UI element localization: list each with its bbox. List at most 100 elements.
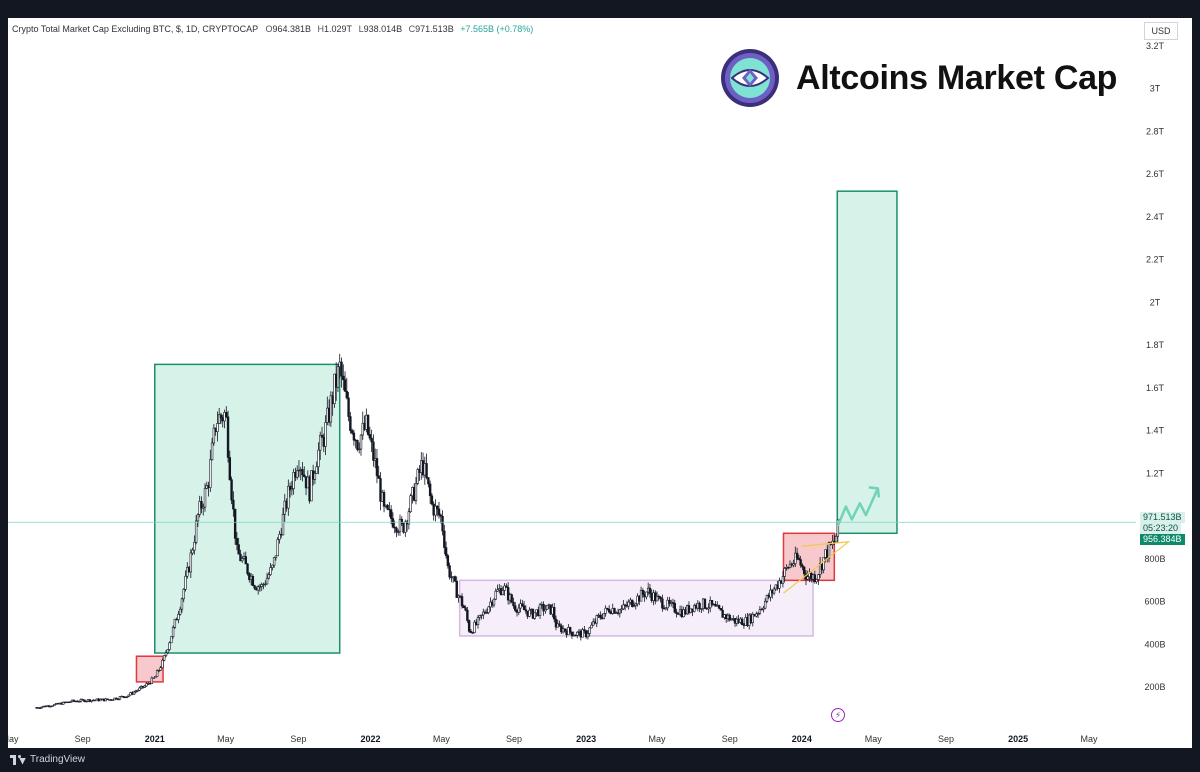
candle-body xyxy=(751,613,754,623)
candle-body xyxy=(111,699,115,701)
candle-body xyxy=(799,559,802,566)
candle-body xyxy=(271,564,274,568)
candle-body xyxy=(639,590,643,602)
candle-body xyxy=(441,515,444,532)
candle-body xyxy=(350,430,354,434)
candle-body xyxy=(599,614,602,618)
candle-body xyxy=(295,470,299,478)
x-tick-label: Sep xyxy=(290,734,306,744)
candle-body xyxy=(427,477,430,485)
candle-body xyxy=(517,607,520,613)
candle-body xyxy=(118,696,122,700)
candle-body xyxy=(265,577,269,585)
candle-body xyxy=(106,698,109,700)
candle-body xyxy=(232,499,235,510)
candle-body xyxy=(453,576,457,582)
candle-body xyxy=(301,469,304,476)
candle-body xyxy=(389,509,393,519)
candle-body xyxy=(377,475,380,479)
candle-body xyxy=(132,691,136,695)
green-target-zone-0 xyxy=(154,363,341,654)
candle-body xyxy=(576,631,579,636)
candle-body xyxy=(778,580,781,589)
candle-body xyxy=(253,585,256,589)
y-tick-label: 1.2T xyxy=(1146,468,1165,478)
candle-body xyxy=(460,596,464,607)
candle-body xyxy=(303,474,306,477)
x-tick-label: 2023 xyxy=(576,734,596,744)
candle-body xyxy=(177,613,180,620)
candle-body xyxy=(473,621,476,633)
low-label: L xyxy=(358,24,364,34)
y-axis: 200B400B600B800B1T1.2T1.4T1.6T1.8T2T2.2T… xyxy=(1144,41,1165,692)
x-tick-label: May xyxy=(649,734,667,744)
y-tick-label: 800B xyxy=(1144,554,1165,564)
candle-body xyxy=(806,576,809,580)
y-tick-label: 1.8T xyxy=(1146,340,1165,350)
candle-body xyxy=(281,514,285,536)
candle-body xyxy=(607,608,611,613)
candle-body xyxy=(159,667,162,671)
candle-body xyxy=(581,629,584,638)
candle-body xyxy=(329,395,333,423)
y-tick-label: 2.6T xyxy=(1146,169,1165,179)
candle-body xyxy=(342,375,345,381)
candle-body xyxy=(125,696,129,698)
candle-body xyxy=(202,506,205,509)
candle-body xyxy=(496,589,499,592)
candle-body xyxy=(755,613,758,617)
candle-body xyxy=(287,485,290,509)
candle-body xyxy=(558,623,561,627)
zones-layer xyxy=(135,190,898,683)
candle-body xyxy=(583,629,586,632)
candle-body xyxy=(278,533,281,540)
candle-body xyxy=(164,652,168,656)
candle-body xyxy=(260,584,263,587)
candle-body xyxy=(93,699,97,702)
candle-body xyxy=(246,563,249,574)
candle-body xyxy=(487,606,490,613)
candle-body xyxy=(173,618,177,628)
candle-body xyxy=(542,604,545,612)
projection-arrow xyxy=(836,487,880,527)
candle-body xyxy=(510,594,513,603)
last-price-tag: 971.513B xyxy=(1140,512,1185,524)
candle-body xyxy=(212,427,216,444)
x-tick-label: May xyxy=(8,734,19,744)
y-tick-label: 200B xyxy=(1144,682,1165,692)
currency-selector[interactable]: USD xyxy=(1144,22,1178,40)
candle-body xyxy=(352,432,356,441)
candle-body xyxy=(317,449,320,468)
open-value: 964.381B xyxy=(272,24,312,34)
tradingview-logo[interactable]: TradingView xyxy=(10,754,85,765)
candle-body xyxy=(756,612,760,615)
candle-body xyxy=(480,614,483,617)
candle-body xyxy=(588,627,591,634)
price-chart[interactable]: 200B400B600B800B1T1.2T1.4T1.6T1.8T2T2.2T… xyxy=(8,18,1192,748)
x-tick-label: Sep xyxy=(75,734,91,744)
candle-body xyxy=(760,608,763,611)
candle-body xyxy=(478,614,481,618)
candle-body xyxy=(209,459,212,488)
candle-body xyxy=(216,423,219,432)
candle-body xyxy=(40,706,44,709)
candle-body xyxy=(661,598,664,609)
lightning-icon[interactable]: ⚡ xyxy=(831,708,845,722)
candle-body xyxy=(256,586,260,591)
x-tick-label: May xyxy=(433,734,451,744)
candle-body xyxy=(464,607,467,611)
chart-area[interactable]: 200B400B600B800B1T1.2T1.4T1.6T1.8T2T2.2T… xyxy=(8,18,1192,748)
candle-body xyxy=(414,483,418,501)
candle-body xyxy=(99,699,102,702)
marked-price-tag: 956.384B xyxy=(1140,533,1185,545)
candle-body xyxy=(568,627,572,633)
footer-bar: TradingView xyxy=(0,748,1200,772)
candle-body xyxy=(219,414,223,419)
candle-body xyxy=(602,613,606,619)
candle-body xyxy=(336,366,340,388)
candle-body xyxy=(395,527,398,533)
candle-body xyxy=(194,520,198,543)
candle-body xyxy=(590,624,593,629)
candle-body xyxy=(762,607,765,610)
low-value: 938.014B xyxy=(363,24,403,34)
